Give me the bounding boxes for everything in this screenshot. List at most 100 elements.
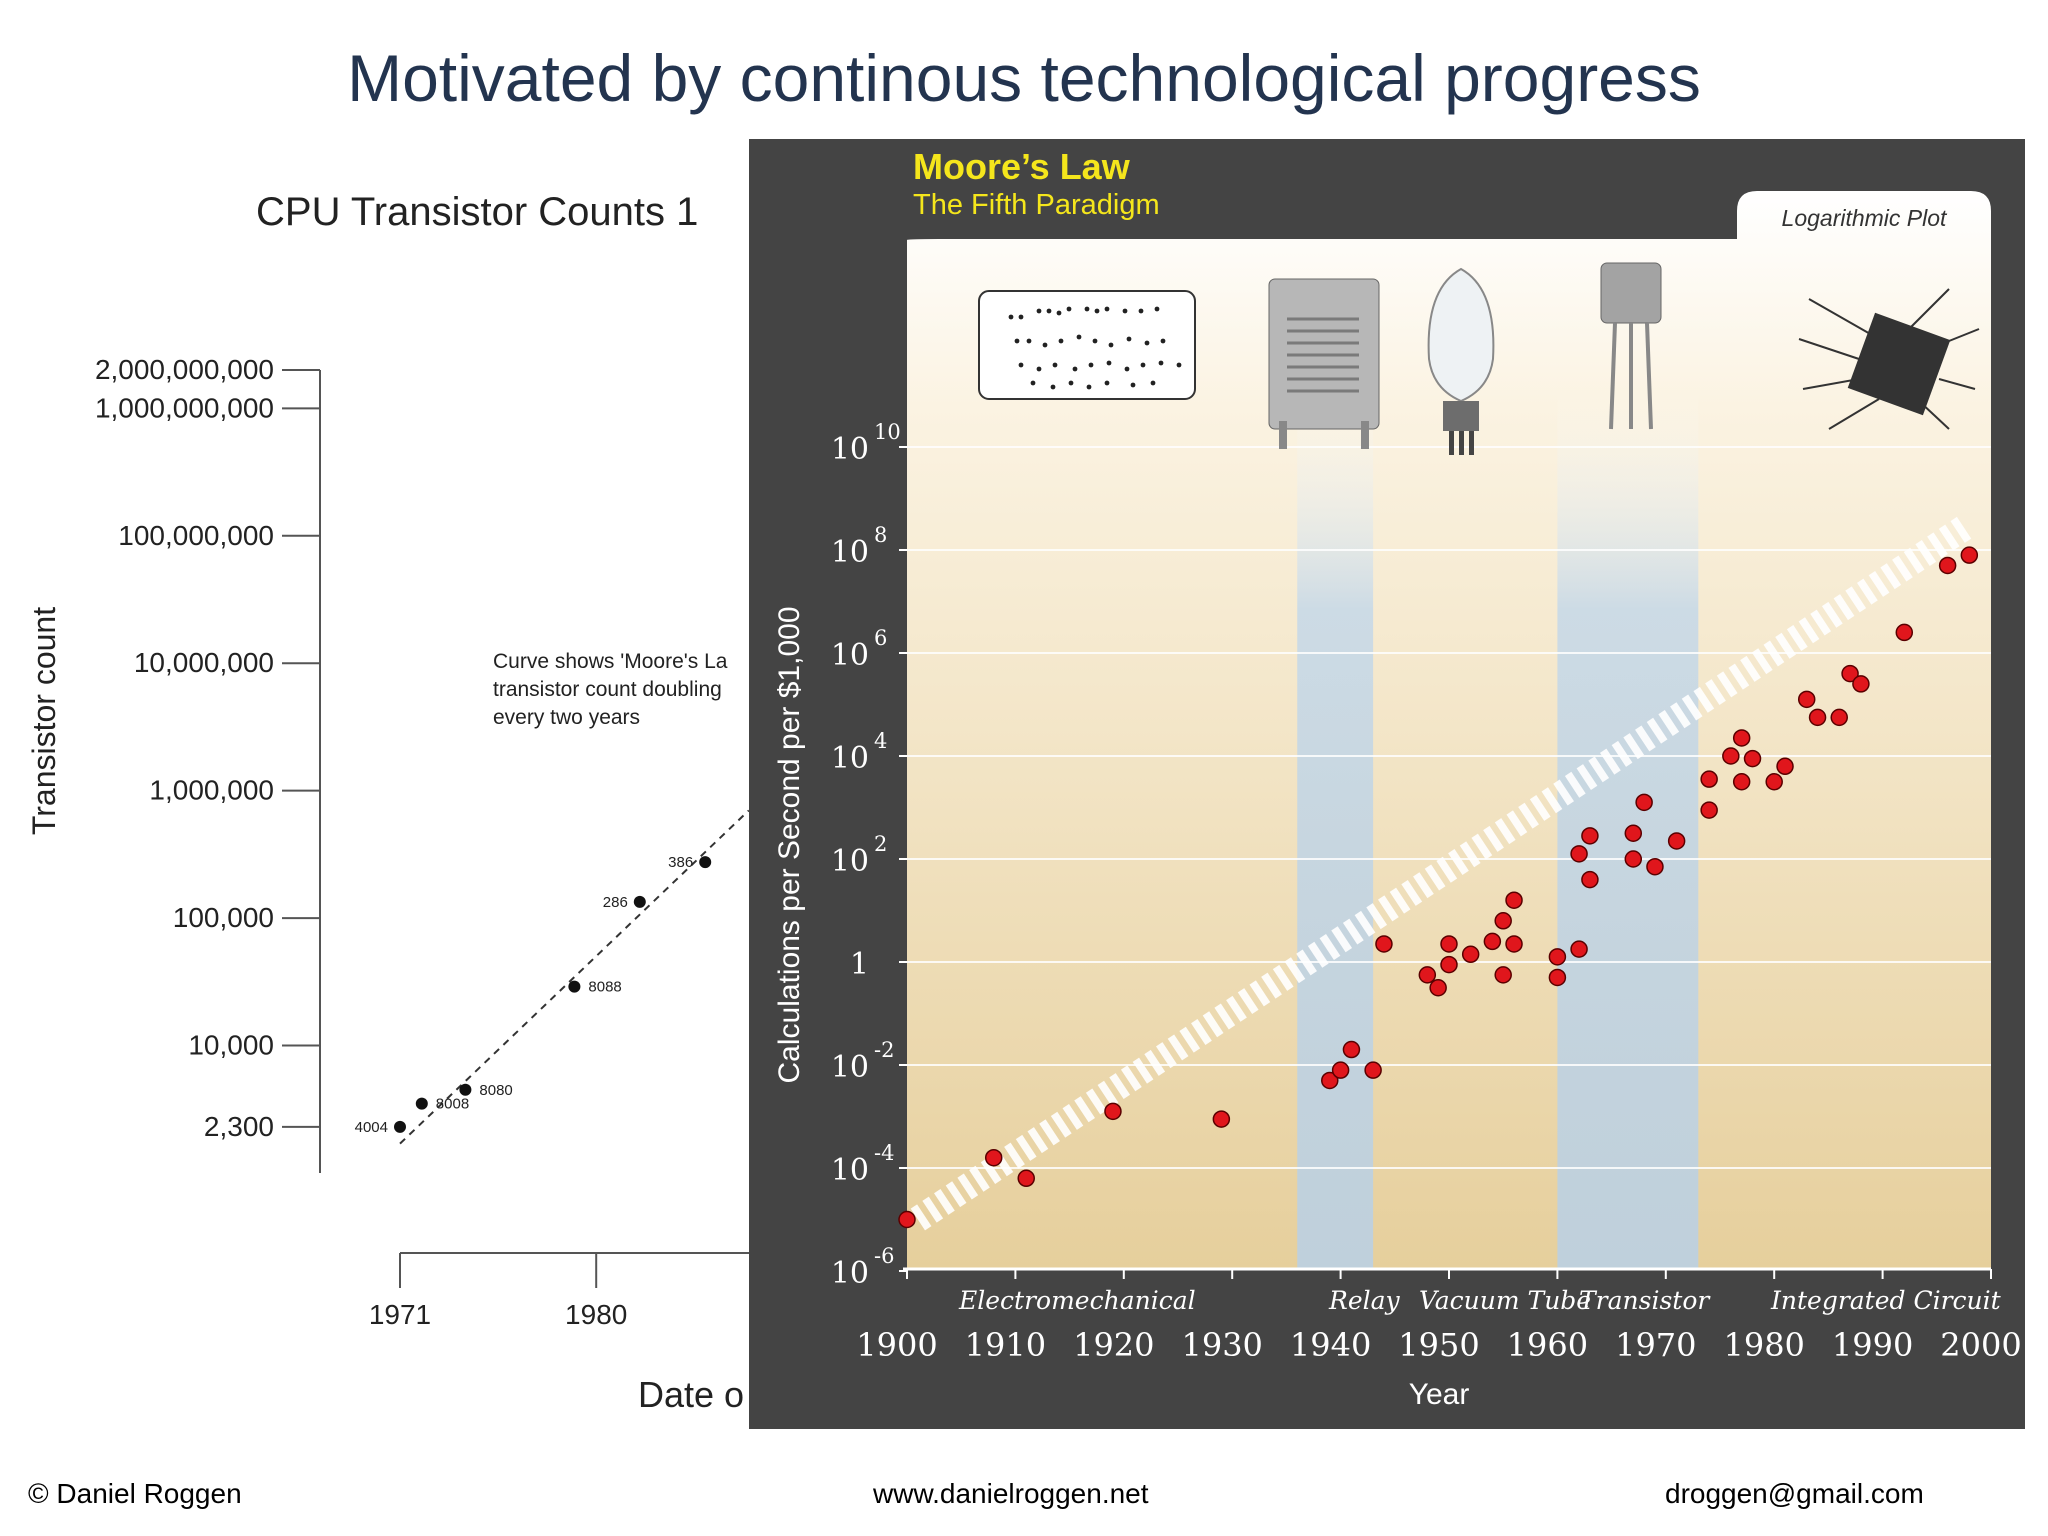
moore-data-point — [1732, 729, 1751, 747]
moore-data-point — [1429, 979, 1447, 997]
moore-data-point — [1017, 1169, 1035, 1188]
cpu-point-label: 386 — [668, 854, 693, 871]
moore-y-tick-base: 10 — [831, 638, 869, 673]
moore-trend-segment — [1377, 895, 1399, 922]
moore-y-tick-base: 1 — [850, 947, 869, 982]
moore-trend-segment — [1401, 879, 1423, 906]
moore-trend-segment — [1693, 686, 1715, 713]
moore-y-tick-base: 10 — [831, 844, 869, 879]
cpu-y-tick-label: 100,000 — [173, 902, 274, 933]
cpu-y-tick-label: 100,000,000 — [118, 520, 274, 551]
moore-data-point — [1505, 891, 1523, 909]
cpu-y-tick-label: 2,300 — [204, 1111, 274, 1142]
moore-data-point — [1440, 935, 1458, 953]
moore-trend-segment — [1413, 872, 1434, 899]
cpu-trend-line — [399, 809, 750, 1145]
paradigm-label: Integrated Circuit — [1770, 1286, 2002, 1315]
moore-x-tick-label: 1930 — [1181, 1326, 1262, 1364]
moore-trend-segment — [910, 1204, 932, 1231]
moore-data-point — [1722, 747, 1740, 765]
moore-trend-segment — [1950, 516, 1972, 543]
footer-email-link[interactable]: droggen@gmail.com — [1665, 1478, 1924, 1509]
footer-website-link[interactable]: www.danielroggen.net — [873, 1478, 1149, 1509]
moore-x-tick-label: 1980 — [1723, 1326, 1804, 1364]
moore-y-tick-base: 10 — [831, 741, 869, 776]
paradigm-label: Relay — [1328, 1286, 1401, 1315]
moore-data-point — [1505, 935, 1523, 953]
paradigm-label: Vacuum Tube — [1419, 1286, 1591, 1315]
moore-trend-segment — [1857, 578, 1878, 605]
moore-data-point — [1570, 845, 1588, 863]
vacuum-tube-illustration — [1427, 267, 1495, 455]
moore-data-point — [1364, 1061, 1382, 1079]
moore-chart-title: Moore’s Law — [913, 146, 1131, 187]
moore-data-point — [1570, 940, 1588, 958]
moore-y-tick-base: 10 — [831, 535, 869, 570]
cpu-chart-xlabel: Date o — [638, 1374, 744, 1415]
cpu-data-point — [394, 1120, 406, 1133]
moore-trend-segment — [1821, 601, 1843, 628]
moore-data-point — [1700, 801, 1718, 819]
moore-trend-segment — [1050, 1111, 1072, 1138]
moore-x-tick-label: 1950 — [1398, 1326, 1479, 1364]
moore-data-point — [1938, 556, 1957, 575]
moore-trend-segment — [945, 1181, 967, 1208]
moore-trend-segment — [1529, 794, 1551, 821]
moore-data-point — [1342, 1040, 1361, 1059]
moore-trend-segment — [1202, 1011, 1224, 1038]
moore-data-point — [1331, 1061, 1350, 1079]
moore-trend-segment — [969, 1165, 990, 1192]
moore-trend-segment — [1716, 671, 1738, 698]
moore-trend-segment — [1342, 918, 1364, 945]
cpu-data-point — [633, 895, 646, 908]
moore-trend-segment — [1576, 764, 1598, 791]
moore-trend-segment — [934, 1188, 955, 1215]
moore-trend-segment — [1226, 995, 1247, 1022]
moore-trend-segment — [1389, 887, 1411, 914]
moore-corner-label: Logarithmic Plot — [1782, 205, 1949, 231]
moore-trend-segment — [1004, 1142, 1025, 1169]
moore-trend-segment — [1705, 679, 1726, 706]
moore-trend-segment — [1483, 825, 1504, 852]
cpu-y-tick-label: 1,000,000,000 — [95, 392, 274, 423]
moore-trend-segment — [1366, 903, 1388, 930]
moore-trend-segment — [1833, 594, 1855, 621]
moore-x-tick-label: 1960 — [1507, 1326, 1588, 1364]
moore-trend-segment — [1798, 617, 1820, 644]
moore-data-point — [1375, 935, 1393, 953]
moore-x-tick-label: 1900 — [856, 1326, 937, 1364]
moore-data-point — [1548, 948, 1567, 966]
moore-data-point — [1700, 770, 1718, 788]
moore-trend-segment — [1307, 941, 1329, 968]
moore-y-tick-exponent: -4 — [874, 1141, 894, 1165]
moore-trend-segment — [1156, 1042, 1177, 1069]
paradigm-band-relay — [1297, 389, 1374, 1269]
moore-trend-segment — [1179, 1026, 1201, 1053]
moore-trend-segment — [1074, 1096, 1095, 1123]
moore-trend-segment — [1623, 733, 1645, 760]
moore-trend-segment — [1786, 625, 1808, 651]
cpu-point-label: 8088 — [588, 979, 621, 996]
cpu-annotation-line-1: Curve shows 'Moore's La — [493, 650, 728, 673]
moore-trend-segment — [1331, 926, 1353, 953]
moore-trend-segment — [1354, 910, 1376, 937]
paradigm-label: Transistor — [1579, 1286, 1711, 1315]
moore-y-tick-base: 10 — [831, 1153, 869, 1188]
moore-trend-segment — [1670, 702, 1691, 729]
moore-data-point — [1418, 966, 1437, 984]
moore-trend-segment — [1237, 988, 1259, 1015]
moore-y-tick-base: 10 — [831, 432, 869, 467]
moore-data-point — [1732, 773, 1751, 791]
moore-data-point — [1624, 824, 1643, 842]
moore-trend-segment — [1191, 1019, 1212, 1045]
moore-trend-segment — [1938, 524, 1960, 551]
moore-data-point — [1808, 708, 1827, 727]
moore-trend-segment — [1681, 694, 1703, 721]
moore-trend-segment — [1751, 648, 1773, 675]
cpu-annotation-line-2: transistor count doubling — [493, 678, 722, 701]
moore-y-tick-exponent: 4 — [874, 729, 887, 753]
moore-trend-segment — [1097, 1080, 1119, 1107]
moore-chart-subtitle: The Fifth Paradigm — [913, 189, 1160, 221]
moore-data-point — [1635, 793, 1653, 812]
